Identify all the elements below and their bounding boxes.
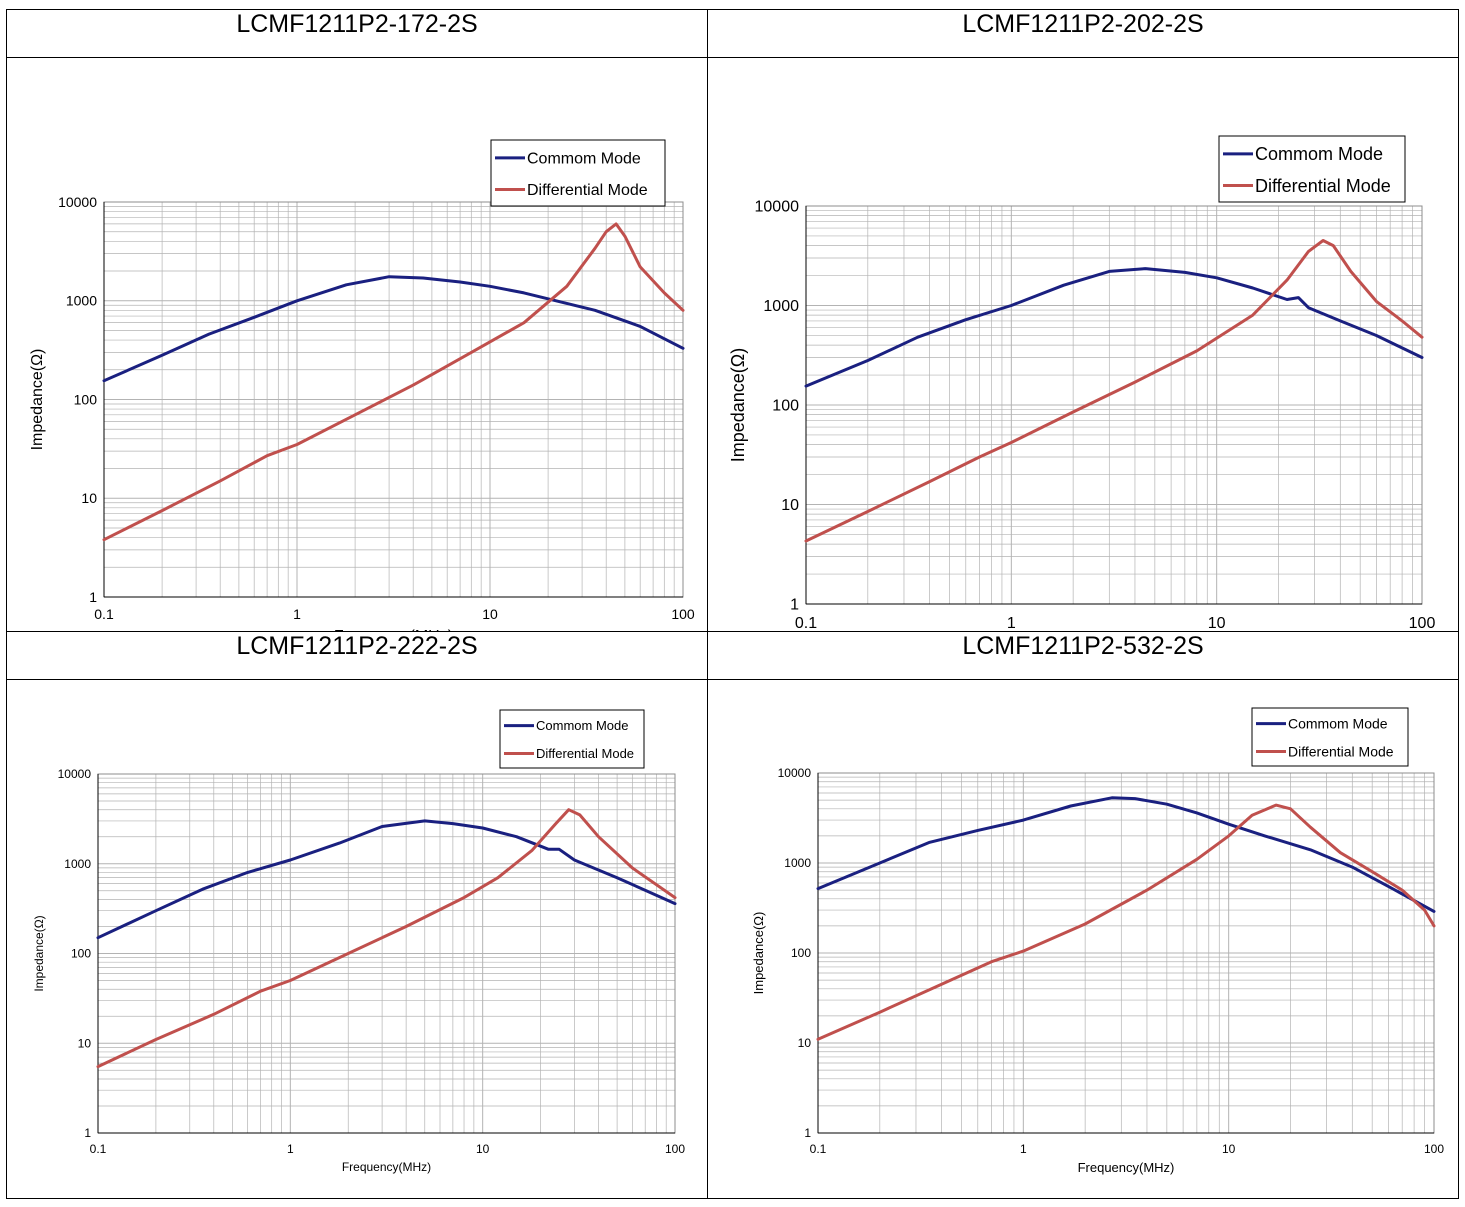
- legend: Commom Mode Differential Mode: [1252, 708, 1408, 766]
- chart-cell-4: 0.1 1 10 100 1 10 100 1000 10000 Frequency(MHz) Im…: [708, 680, 1459, 1199]
- x-tick-label: 0.1: [810, 1142, 827, 1156]
- legend-label-differential: Differential Mode: [1288, 743, 1394, 759]
- x-tick-label: 10: [476, 1142, 490, 1156]
- impedance-chart-3: 0.1 1 10 100 1 10 100 1000 10000 Frequency(MHz) Im…: [7, 680, 707, 1198]
- x-axis-label: Frequency(MHz): [342, 1160, 431, 1174]
- y-tick-label: 100: [772, 398, 799, 415]
- common-mode-line: [98, 821, 675, 938]
- y-tick-label: 1: [89, 589, 97, 605]
- chart-cell-3: 0.1 1 10 100 1 10 100 1000 10000 Frequency(MHz) Im…: [7, 680, 708, 1199]
- y-tick-label: 1000: [784, 856, 811, 870]
- y-tick-label: 100: [74, 391, 98, 407]
- legend-label-differential: Differential Mode: [527, 182, 648, 199]
- y-tick-label: 10000: [58, 767, 92, 781]
- impedance-chart-1: 0.1110100110100100010000Frequency(MHz)Im…: [7, 58, 707, 631]
- x-tick-label: 10: [482, 606, 498, 622]
- legend: Commom Mode Differential Mode: [500, 710, 644, 768]
- y-tick-label: 1: [804, 1126, 811, 1140]
- x-tick-label: 1: [1007, 615, 1016, 631]
- y-axis-label: Impedance(Ω): [728, 348, 748, 463]
- x-tick-label: 10: [1222, 1142, 1236, 1156]
- y-tick-label: 10: [78, 1036, 92, 1050]
- grid-lines: [98, 774, 675, 1133]
- chart-title-3: LCMF1211P2-222-2S: [7, 632, 708, 680]
- legend: Commom Mode Differential Mode: [1219, 136, 1405, 202]
- legend-label-common: Commom Mode: [536, 718, 628, 733]
- legend-label-differential: Differential Mode: [536, 746, 634, 761]
- chart-cell-1: 0.1110100110100100010000Frequency(MHz)Im…: [7, 58, 708, 632]
- y-tick-label: 100: [791, 946, 811, 960]
- common-mode-line: [104, 277, 683, 381]
- y-tick-label: 10000: [778, 766, 812, 780]
- x-axis-label: Frequency(MHz): [1078, 1160, 1175, 1175]
- x-tick-label: 0.1: [94, 606, 114, 622]
- x-tick-label: 0.1: [795, 615, 817, 631]
- y-axis-label: Impedance(Ω): [29, 349, 46, 451]
- x-tick-label: 1: [1020, 1142, 1027, 1156]
- x-tick-label: 100: [671, 606, 695, 622]
- chart-cell-2: 0.1110100110100100010000Frequency(MHz)Im…: [708, 58, 1459, 632]
- differential-mode-line: [818, 805, 1434, 1039]
- x-tick-label: 100: [1409, 615, 1436, 631]
- grid-lines: [104, 202, 683, 597]
- x-tick-label: 100: [1424, 1142, 1444, 1156]
- x-axis-label: Frequency(MHz): [334, 628, 453, 631]
- chart-title-2: LCMF1211P2-202-2S: [708, 10, 1459, 58]
- y-tick-label: 10000: [755, 199, 800, 216]
- x-tick-label: 1: [287, 1142, 294, 1156]
- y-axis-label: Impedance(Ω): [32, 915, 46, 991]
- legend-label-differential: Differential Mode: [1255, 176, 1391, 196]
- legend: Commom Mode Differential Mode: [491, 140, 665, 206]
- x-tick-label: 0.1: [90, 1142, 107, 1156]
- y-tick-label: 10: [781, 497, 799, 514]
- grid-lines: [806, 206, 1422, 604]
- charts-table: LCMF1211P2-172-2S LCMF1211P2-202-2S 0.1 1…: [6, 9, 1459, 1199]
- y-tick-label: 100: [71, 947, 91, 961]
- chart-title-4: LCMF1211P2-532-2S: [708, 632, 1459, 680]
- y-tick-label: 1000: [763, 298, 799, 315]
- x-tick-label: 100: [665, 1142, 685, 1156]
- y-tick-label: 1000: [66, 293, 97, 309]
- x-tick-label: 1: [293, 606, 301, 622]
- y-tick-label: 10: [798, 1036, 812, 1050]
- impedance-chart-4: 0.1 1 10 100 1 10 100 1000 10000 Frequency(MHz) Im…: [708, 680, 1458, 1198]
- grid-lines: [818, 773, 1434, 1133]
- differential-mode-line: [806, 241, 1422, 542]
- legend-label-common: Commom Mode: [1288, 716, 1388, 732]
- x-tick-label: 10: [1208, 615, 1226, 631]
- differential-mode-line: [98, 810, 675, 1067]
- impedance-chart-2: 0.1110100110100100010000Frequency(MHz)Im…: [708, 58, 1458, 631]
- y-tick-label: 10: [81, 490, 97, 506]
- legend-label-common: Commom Mode: [1255, 144, 1383, 164]
- y-tick-label: 1000: [64, 857, 91, 871]
- y-tick-label: 10000: [58, 194, 97, 210]
- y-tick-label: 1: [790, 597, 799, 614]
- y-tick-label: 1: [84, 1126, 91, 1140]
- chart-title-1: LCMF1211P2-172-2S: [7, 10, 708, 58]
- y-axis-label: Impedance(Ω): [751, 912, 766, 995]
- legend-label-common: Commom Mode: [527, 150, 641, 167]
